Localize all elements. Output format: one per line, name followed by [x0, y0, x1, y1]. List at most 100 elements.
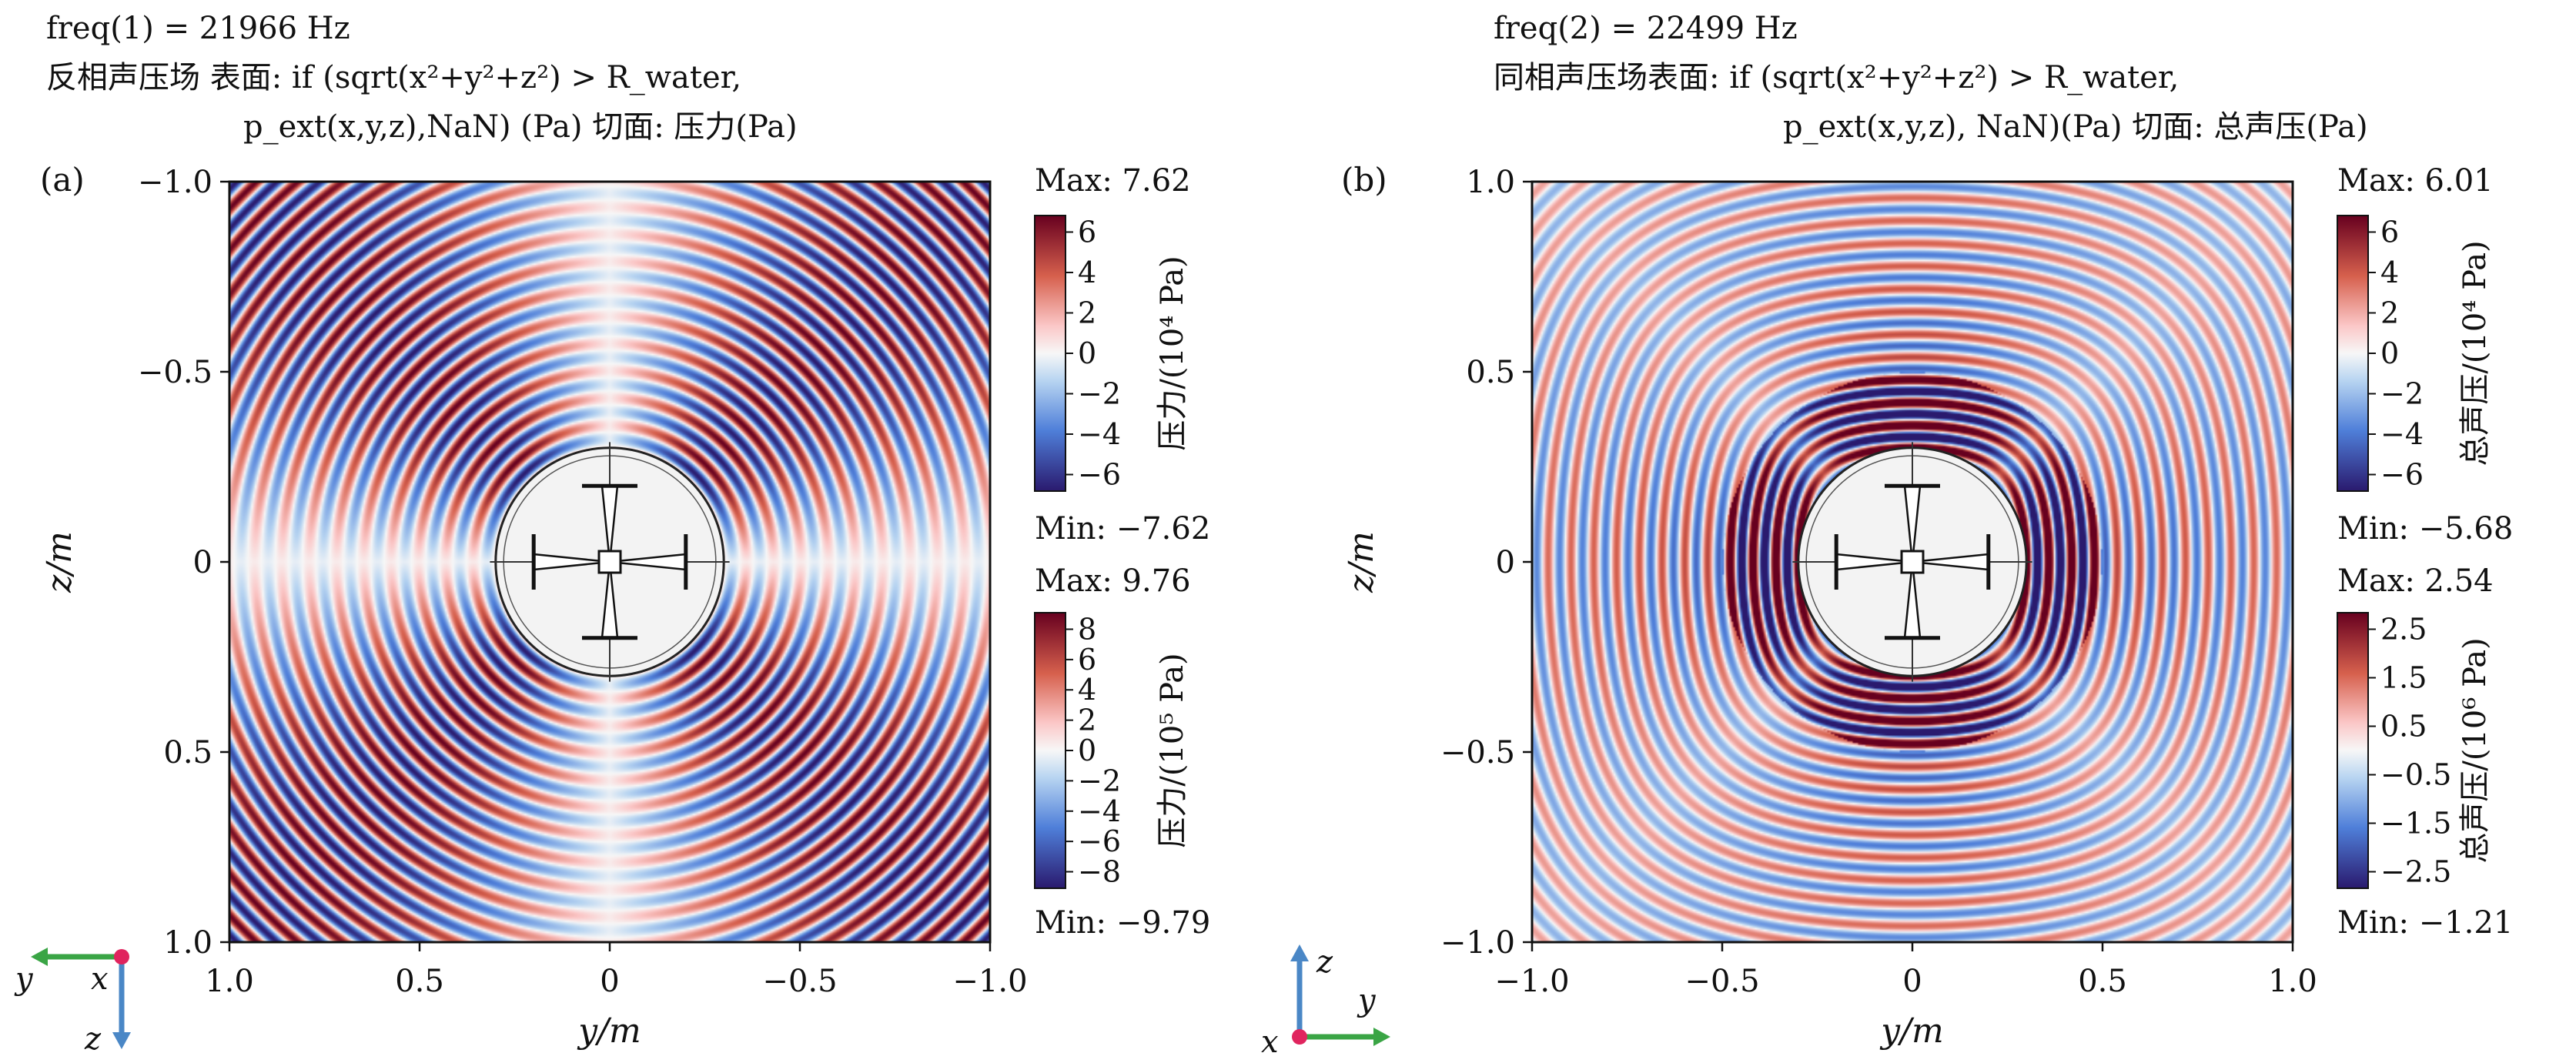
- colorbar-max-label: Max: 2.54: [2337, 563, 2494, 599]
- x-tick-label: 0.5: [395, 964, 444, 999]
- coordinate-triad: y xz: [14, 948, 131, 1057]
- colorbar-max-label: Max: 9.76: [1035, 563, 1191, 599]
- colorbar-gradient: [2337, 612, 2369, 889]
- colorbar-tick-label: 4: [1078, 673, 1096, 707]
- colorbar-tick-label: 6: [1078, 643, 1096, 677]
- colorbar-tick-label: 1.5: [2380, 660, 2427, 694]
- colorbar-tick-label: 8: [1078, 612, 1096, 646]
- x-axis-label: y/m: [577, 1011, 641, 1051]
- header-line-3: p_ext(x,y,z),NaN) (Pa) 切面: 压力(Pa): [243, 109, 798, 145]
- colorbar-tick-label: 0: [2380, 336, 2399, 370]
- panel-b: freq(2) = 22499 Hz 同相声压场表面: if (sqrt(x²+y…: [1261, 11, 2513, 1060]
- triad-arrow-y: [31, 948, 48, 966]
- colorbar-tick-label: 0: [1078, 336, 1096, 370]
- colorbar-tick-label: −1.5: [2380, 807, 2451, 841]
- colorbar-gradient: [1034, 215, 1066, 492]
- y-tick-label: 0: [1496, 545, 1515, 580]
- x-tick-label: 0: [1902, 964, 1922, 999]
- triad-label-y: y: [14, 961, 34, 997]
- colorbar-tick-label: −2.5: [2380, 855, 2451, 889]
- colorbar-tick-label: −4: [1078, 794, 1121, 828]
- colorbar-tick-label: −4: [2380, 417, 2424, 451]
- x-tick-label: 1.0: [205, 964, 254, 999]
- x-tick-label: 1.0: [2268, 964, 2317, 999]
- y-axis-label: z/m: [1342, 531, 1381, 593]
- colorbar-tick-label: 0.5: [2380, 709, 2427, 743]
- colorbar-tick-label: 2: [1078, 704, 1096, 737]
- colorbar-title: 总声压/(10⁴ Pa): [2457, 240, 2493, 466]
- transducer-hub: [597, 550, 622, 574]
- colorbar-min-label: Min: −5.68: [2337, 511, 2513, 547]
- colorbar-surface: Max: 7.62 6 4 2 0 −2 −4 −6 压力/(10⁴ Pa) Min: −7.62: [1034, 163, 1210, 547]
- y-tick-label: 0.5: [163, 735, 212, 771]
- colorbar-tick-label: 2: [2380, 296, 2399, 329]
- colorbar-max-label: Max: 6.01: [2337, 163, 2494, 199]
- colorbar-tick-label: 4: [2380, 256, 2399, 289]
- colorbar-tick-label: 2: [1078, 296, 1096, 329]
- triad-label-x: x: [91, 961, 109, 997]
- x-tick-label: −1.0: [1494, 964, 1569, 999]
- colorbar-max-label: Max: 7.62: [1035, 163, 1191, 199]
- y-tick-label: −0.5: [1440, 735, 1515, 771]
- header-line-3: p_ext(x,y,z), NaN)(Pa) 切面: 总声压(Pa): [1783, 109, 2368, 145]
- transducer-hub: [1900, 550, 1925, 574]
- colorbar-tick-label: 0: [1078, 734, 1096, 767]
- x-tick-label: 0.5: [2078, 964, 2127, 999]
- colorbar-tick-label: −0.5: [2380, 758, 2451, 792]
- y-tick-label: 1.0: [1466, 165, 1515, 200]
- header-line-1: freq(2) = 22499 Hz: [1494, 11, 1798, 46]
- x-tick-label: −0.5: [1684, 964, 1759, 999]
- y-tick-label: −1.0: [1440, 925, 1515, 961]
- colorbar-title: 总声压/(10⁶ Pa): [2457, 637, 2493, 863]
- colorbar-tick-label: 6: [1078, 215, 1096, 249]
- colorbar-gradient: [2337, 215, 2369, 492]
- y-axis-label: z/m: [40, 531, 79, 593]
- triad-arrow-z: [1290, 944, 1309, 961]
- colorbar-tick-label: −6: [1078, 458, 1121, 492]
- panel-a: freq(1) = 21966 Hz 反相声压场 表面: if (sqrt(x²+…: [14, 11, 1210, 1057]
- triad-origin: [114, 949, 129, 964]
- colorbar-min-label: Min: −7.62: [1035, 511, 1210, 547]
- x-tick-label: 0: [600, 964, 619, 999]
- header-line-2: 同相声压场表面: if (sqrt(x²+y²+z²) > R_water,: [1494, 60, 2179, 95]
- colorbar-min-label: Min: −9.79: [1035, 905, 1210, 941]
- y-tick-label: −1.0: [138, 165, 212, 200]
- y-tick-label: −0.5: [138, 355, 212, 390]
- coordinate-triad: zy x: [1261, 944, 1390, 1060]
- x-axis-label: y/m: [1879, 1011, 1943, 1051]
- triad-arrow-y: [1373, 1028, 1390, 1046]
- colorbar-title: 压力/(10⁵ Pa): [1155, 653, 1190, 847]
- y-tick-label: 1.0: [163, 925, 212, 961]
- colorbar-tick-label: −6: [1078, 824, 1121, 858]
- colorbar-tick-label: −2: [2380, 377, 2424, 411]
- triad-label-z: z: [1316, 944, 1333, 980]
- colorbar-tick-label: 4: [1078, 256, 1096, 289]
- triad-label-z: z: [84, 1021, 102, 1057]
- colorbar-tick-label: 2.5: [2380, 612, 2427, 646]
- colorbar-tick-label: 6: [2380, 215, 2399, 249]
- y-tick-label: 0.5: [1466, 355, 1515, 390]
- panel-label: (a): [40, 161, 85, 199]
- triad-label-y: y: [1357, 983, 1377, 1018]
- colorbar-surface: Max: 6.01 6 4 2 0 −2 −4 −6 总声压/(10⁴ Pa) Min: −5.6…: [2337, 163, 2513, 547]
- colorbar-tick-label: −8: [1078, 855, 1121, 889]
- colorbar-tick-label: −6: [2380, 458, 2424, 492]
- colorbar-gradient: [1034, 612, 1066, 889]
- triad-arrow-z: [112, 1032, 131, 1049]
- colorbar-tick-label: −2: [1078, 764, 1121, 797]
- triad-label-x: x: [1261, 1025, 1279, 1060]
- header-line-1: freq(1) = 21966 Hz: [46, 11, 350, 46]
- y-tick-label: 0: [193, 545, 212, 580]
- colorbar-tick-label: −2: [1078, 377, 1121, 411]
- colorbar-min-label: Min: −1.21: [2337, 905, 2513, 941]
- x-tick-label: −1.0: [952, 964, 1027, 999]
- colorbar-tick-label: −4: [1078, 417, 1121, 451]
- panel-label: (b): [1341, 161, 1387, 199]
- x-tick-label: −0.5: [762, 964, 837, 999]
- triad-origin: [1292, 1029, 1307, 1045]
- header-line-2: 反相声压场 表面: if (sqrt(x²+y²+z²) > R_water,: [46, 60, 741, 95]
- colorbar-title: 压力/(10⁴ Pa): [1155, 256, 1190, 450]
